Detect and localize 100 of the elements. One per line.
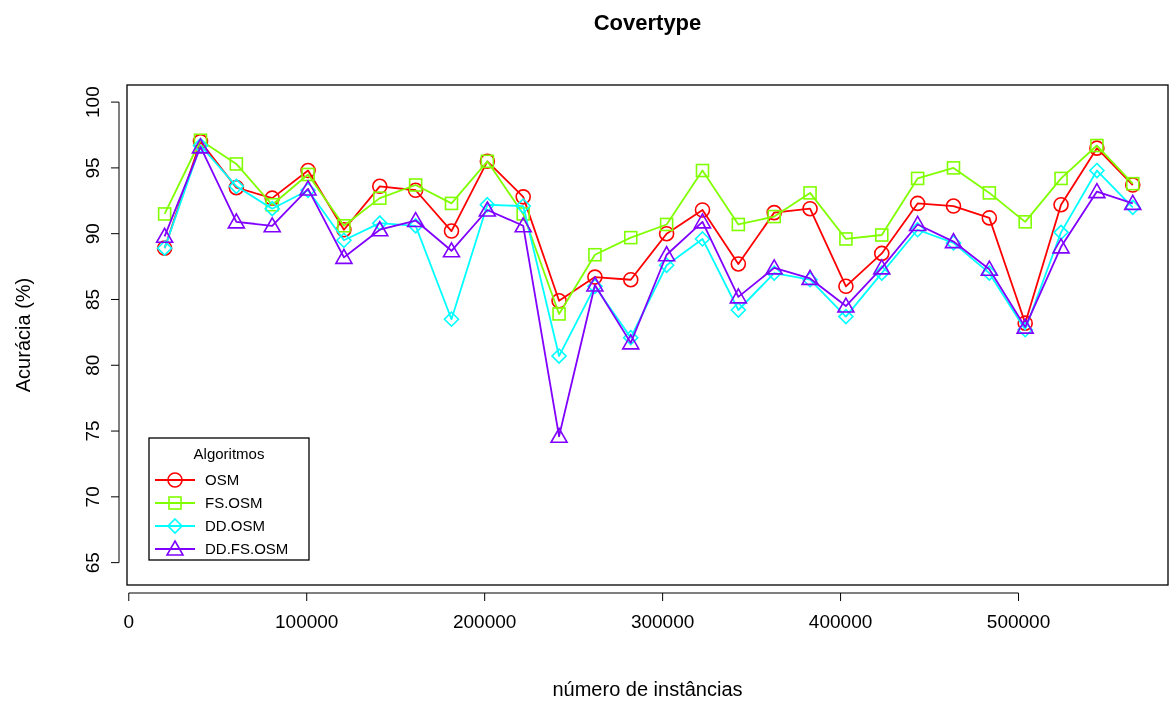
point [372,191,387,205]
x-tick-label: 300000 [630,611,695,632]
y-tick-label: 90 [82,223,103,245]
y-tick-label: 75 [82,420,103,442]
point [157,207,172,221]
point [803,186,817,200]
point [980,260,999,277]
point [516,207,530,221]
point [336,232,352,249]
point [693,213,712,229]
point [909,221,926,238]
point [371,215,388,231]
x-tick-label: 0 [123,611,135,632]
point [1089,162,1105,179]
point [155,227,174,244]
point [1017,321,1033,338]
point [658,257,675,274]
point [443,223,460,239]
y-axis-title: Acurácia (%) [12,277,34,393]
x-tick-label: 500000 [986,611,1051,632]
point [621,334,640,350]
legend-label: OSM [205,471,240,488]
point [264,200,281,217]
point [444,196,459,211]
point [515,198,531,214]
point [551,348,567,364]
point [766,204,782,221]
point [265,197,280,212]
point [874,228,889,242]
point [839,232,853,246]
point [478,201,497,217]
point [550,427,568,444]
point [730,302,747,318]
y-tick-label: 100 [82,86,103,118]
x-tick-label: 400000 [808,611,873,632]
point [263,216,282,233]
point [335,248,353,265]
point [659,217,674,232]
point [229,157,244,171]
point [337,218,351,233]
point [370,220,389,237]
point [514,216,532,233]
y-tick-label: 65 [82,552,103,574]
point [587,269,603,285]
point [336,221,352,238]
point [406,211,425,228]
point [765,259,783,275]
point [407,217,424,234]
point [729,288,748,304]
legend-label: DD.FS.OSM [205,540,289,557]
point [588,247,602,262]
point [838,308,854,325]
point [945,198,962,214]
point [264,190,281,206]
point [767,209,781,224]
point [1018,215,1032,229]
point [981,210,998,226]
point [1054,171,1068,186]
chart-title: Covertype [593,10,702,35]
point [873,265,890,281]
y-tick-label: 85 [82,288,103,311]
x-tick-label: 100000 [275,611,339,632]
point [301,167,315,182]
x-tick-label: 200000 [452,611,517,632]
x-axis-title: número de instâncias [552,678,743,700]
point [946,161,961,175]
point [908,215,927,232]
point [407,182,424,199]
point [802,200,818,217]
point [515,189,531,205]
point [838,278,854,295]
point [622,329,639,346]
point [982,186,997,200]
y-tick-label: 80 [82,354,103,376]
point [731,217,746,232]
point [443,311,460,328]
point [622,271,639,288]
point [872,259,891,275]
point [766,265,782,281]
point [1123,194,1142,211]
point [910,171,925,186]
point [623,230,638,245]
point [371,178,388,195]
legend-label: DD.OSM [205,517,265,534]
point [1053,196,1069,213]
point [909,195,926,212]
point [1052,238,1070,254]
point [1053,224,1069,241]
point [694,231,711,247]
point [837,297,855,313]
y-tick-label: 70 [82,486,103,508]
point [695,163,710,178]
point [300,162,316,179]
point [227,213,246,229]
y-tick-label: 95 [82,157,103,179]
point [1124,199,1141,216]
point [479,196,496,213]
point [694,202,711,218]
point [657,245,676,262]
point [730,256,747,272]
